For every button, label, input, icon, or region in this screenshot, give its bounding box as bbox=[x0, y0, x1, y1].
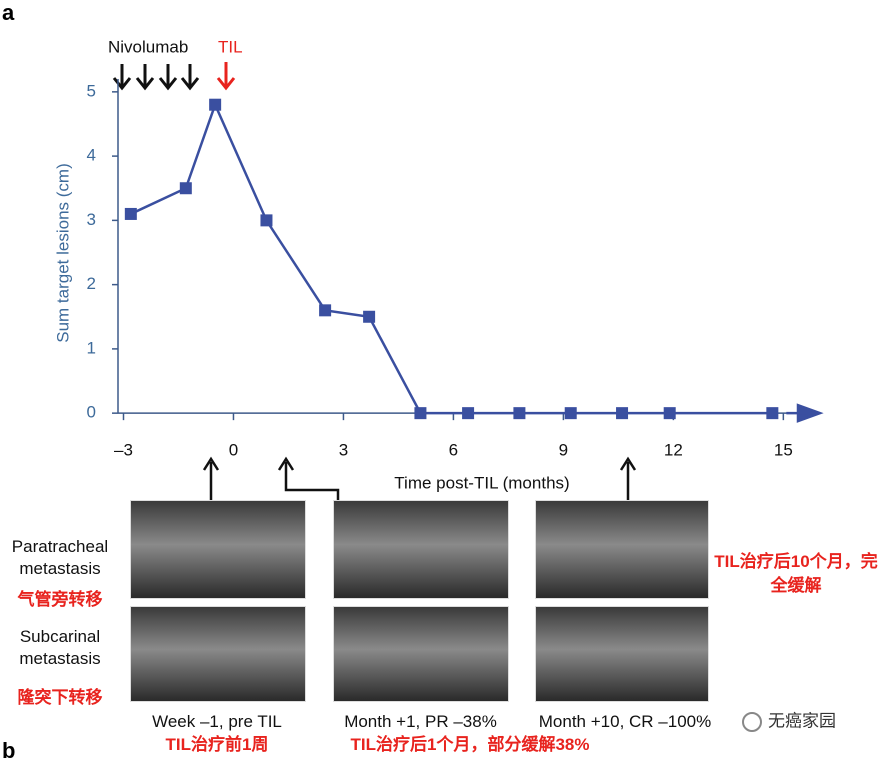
continuation-arrow bbox=[786, 403, 824, 423]
series-line bbox=[130, 101, 773, 415]
y-tick-label: 1 bbox=[87, 338, 96, 357]
marker bbox=[209, 98, 222, 111]
y-tick-label: 2 bbox=[87, 274, 96, 293]
nivolumab-arrows bbox=[112, 64, 200, 91]
row-label: Subcarinal metastasis bbox=[19, 627, 101, 668]
panel-label: b bbox=[2, 738, 15, 761]
caption-cn: TIL治疗后10个月，完全缓解 bbox=[714, 552, 878, 595]
marker bbox=[513, 407, 526, 420]
ct-image bbox=[535, 606, 709, 702]
x-axis-label: Time post-TIL (months) bbox=[394, 473, 569, 492]
watermark: 无癌家园 bbox=[742, 711, 836, 732]
ct-image bbox=[535, 500, 709, 599]
caption: Week –1, pre TIL bbox=[152, 712, 282, 731]
marker bbox=[564, 407, 577, 420]
ct-image bbox=[130, 500, 306, 599]
marker bbox=[462, 407, 475, 420]
ct-image bbox=[333, 606, 509, 702]
marker bbox=[766, 407, 779, 420]
y-tick-label: 5 bbox=[87, 81, 96, 100]
marker bbox=[260, 214, 273, 227]
row-label: Paratracheal metastasis bbox=[11, 537, 109, 578]
marker bbox=[616, 407, 629, 420]
row-label-cn: 气管旁转移 bbox=[17, 590, 103, 609]
x-tick-label: 15 bbox=[774, 441, 793, 460]
x-tick-label: 0 bbox=[229, 441, 238, 460]
ct-image bbox=[333, 500, 509, 599]
marker bbox=[124, 207, 137, 220]
y-tick-label: 4 bbox=[87, 146, 96, 165]
y-tick-label: 3 bbox=[87, 210, 96, 229]
annotation: TIL bbox=[218, 37, 243, 56]
panel-label: a bbox=[2, 0, 15, 25]
y-axis-label: Sum target lesions (cm) bbox=[53, 163, 72, 343]
til-arrow bbox=[216, 62, 236, 91]
row-label-cn: 隆突下转移 bbox=[17, 688, 103, 707]
x-tick-label: 12 bbox=[664, 441, 683, 460]
marker bbox=[179, 182, 192, 195]
x-tick-label: 3 bbox=[339, 441, 348, 460]
watermark-text: 无癌家园 bbox=[768, 711, 836, 730]
caption-cn: TIL治疗前1周 bbox=[165, 735, 269, 754]
x-tick-label: –3 bbox=[114, 441, 133, 460]
x-tick-label: 9 bbox=[559, 441, 568, 460]
marker bbox=[663, 407, 676, 420]
y-tick-label: 0 bbox=[87, 403, 96, 422]
caption-cn: TIL治疗后1个月，部分缓解38% bbox=[350, 735, 590, 754]
pointer-arrows bbox=[202, 456, 637, 500]
marker bbox=[363, 310, 376, 323]
marker bbox=[414, 407, 427, 420]
caption: Month +1, PR –38% bbox=[344, 712, 497, 731]
caption: Month +10, CR –100% bbox=[538, 712, 712, 731]
x-tick-label: 6 bbox=[449, 441, 458, 460]
ct-image bbox=[130, 606, 306, 702]
marker bbox=[319, 304, 332, 317]
annotation: Nivolumab bbox=[108, 37, 188, 56]
